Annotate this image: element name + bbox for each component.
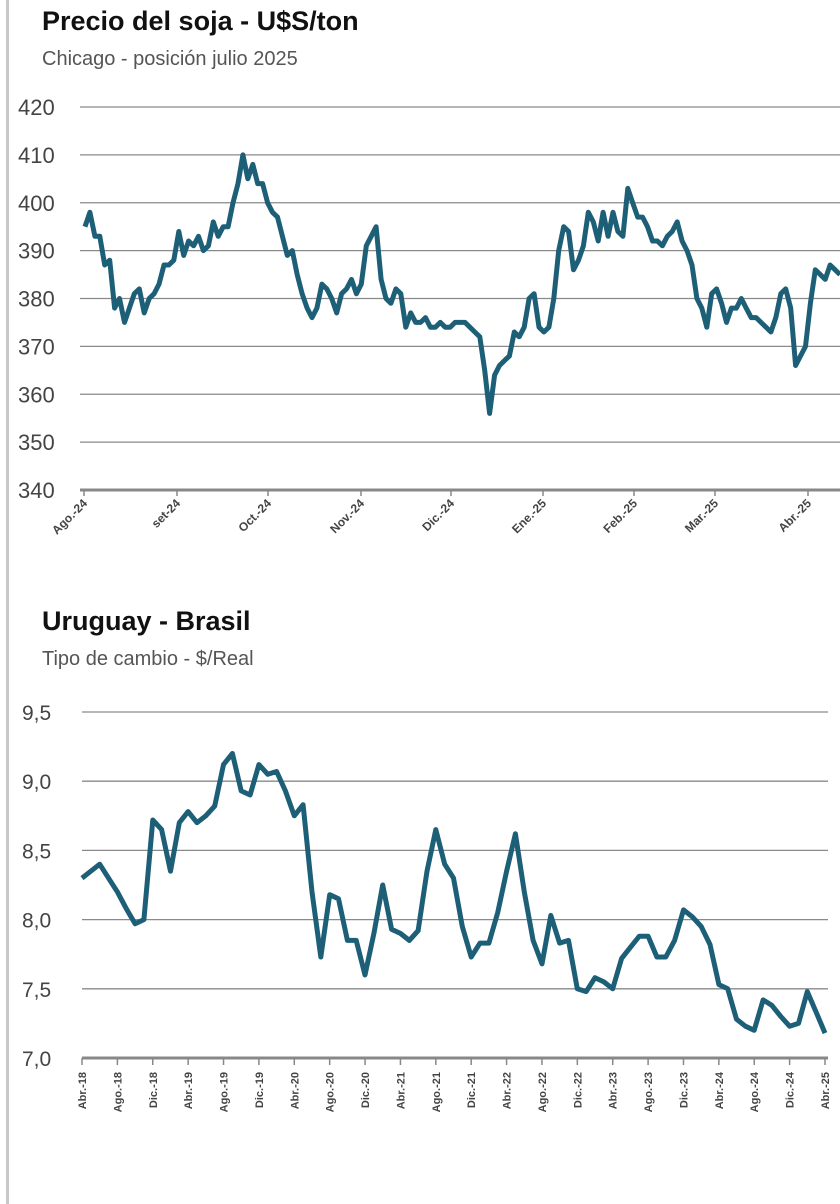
x-tick-label: Abr.-18	[77, 1072, 89, 1109]
y-tick-label: 380	[18, 287, 55, 312]
x-tick-label: Oct.-24	[235, 496, 274, 535]
x-tick-label: Abr.-25	[775, 496, 814, 535]
x-tick-label: Ago.-24	[49, 496, 90, 537]
y-tick-label: 340	[18, 478, 55, 503]
x-tick-label: Dic.-22	[572, 1072, 584, 1108]
y-tick-label: 8,0	[22, 910, 51, 933]
chart2-subtitle: Tipo de cambio - $/Real	[42, 648, 254, 670]
x-tick-label: Abr.-24	[714, 1071, 726, 1109]
chart2-title: Uruguay - Brasil	[42, 606, 251, 636]
y-tick-label: 370	[18, 334, 55, 359]
y-tick-label: 7,5	[22, 979, 51, 1002]
x-tick-label: set-24	[149, 496, 184, 531]
y-tick-label: 9,5	[22, 702, 51, 725]
y-tick-label: 8,5	[22, 840, 51, 863]
x-tick-label: Dic.-24	[419, 496, 457, 534]
x-tick-label: Abr.-25	[820, 1072, 832, 1109]
x-tick-label: Ago.-22	[537, 1072, 549, 1112]
x-tick-label: Ene.-25	[509, 496, 549, 536]
x-tick-label: Ago.-20	[325, 1072, 337, 1112]
x-tick-label: Ago.-23	[643, 1072, 655, 1112]
x-tick-label: Feb.-25	[601, 496, 641, 536]
x-tick-label: Dic.-18	[148, 1072, 160, 1108]
y-tick-label: 7,0	[22, 1048, 51, 1071]
x-tick-label: Abr.-19	[183, 1072, 195, 1109]
y-tick-label: 410	[18, 143, 55, 168]
x-tick-label: Dic.-23	[678, 1072, 690, 1108]
x-tick-label: Dic.-19	[254, 1072, 266, 1108]
x-tick-label: Abr.-21	[395, 1072, 407, 1109]
x-tick-label: Ago.-18	[112, 1072, 124, 1112]
chart1-title: Precio del soja - U$S/ton	[42, 6, 359, 36]
x-tick-label: Ago.-21	[431, 1072, 443, 1112]
y-tick-label: 9,0	[22, 771, 51, 794]
x-tick-label: Ago.-19	[219, 1072, 231, 1112]
left-border	[6, 0, 9, 1204]
exchange-rate-line	[80, 751, 828, 1035]
x-tick-label: Abr.-20	[289, 1072, 301, 1109]
x-tick-label: Dic.-20	[360, 1072, 372, 1108]
x-tick-label: Dic.-21	[466, 1072, 478, 1108]
x-tick-label: Ago.-24	[749, 1071, 761, 1112]
x-tick-label: Dic.-24	[785, 1071, 797, 1108]
y-tick-label: 400	[18, 191, 55, 216]
x-tick-label: Abr.-23	[608, 1072, 620, 1109]
x-tick-label: Nov.-24	[327, 496, 367, 536]
chart1-subtitle: Chicago - posición julio 2025	[42, 48, 298, 70]
y-tick-label: 360	[18, 382, 55, 407]
y-tick-label: 390	[18, 239, 55, 264]
x-tick-label: Mar.-25	[682, 496, 721, 535]
y-tick-label: 420	[18, 95, 55, 120]
y-tick-label: 350	[18, 430, 55, 455]
x-tick-label: Abr.-22	[502, 1072, 514, 1109]
soy-price-line	[82, 152, 840, 416]
